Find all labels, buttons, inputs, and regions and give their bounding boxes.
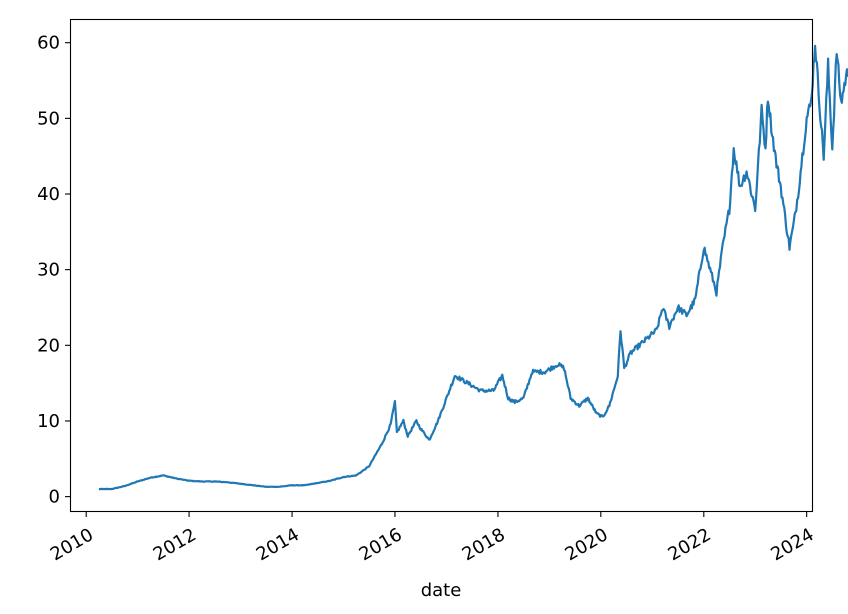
y-tick-label: 60: [37, 33, 60, 54]
wechat-icon: [646, 565, 672, 586]
y-tick-label: 40: [37, 184, 60, 205]
y-tick-label: 50: [37, 108, 60, 129]
y-tick-label: 10: [37, 411, 60, 432]
series-line: [98, 44, 848, 491]
x-axis-label: date: [421, 580, 462, 601]
y-tick-label: 30: [37, 260, 60, 281]
plot-frame: [69, 18, 814, 513]
watermark-text: 微信号: ailabx: [678, 568, 792, 589]
watermark: 微信号: ailabx: [646, 560, 791, 592]
y-tick-label: 20: [37, 335, 60, 356]
y-tick-label: 0: [49, 487, 60, 508]
